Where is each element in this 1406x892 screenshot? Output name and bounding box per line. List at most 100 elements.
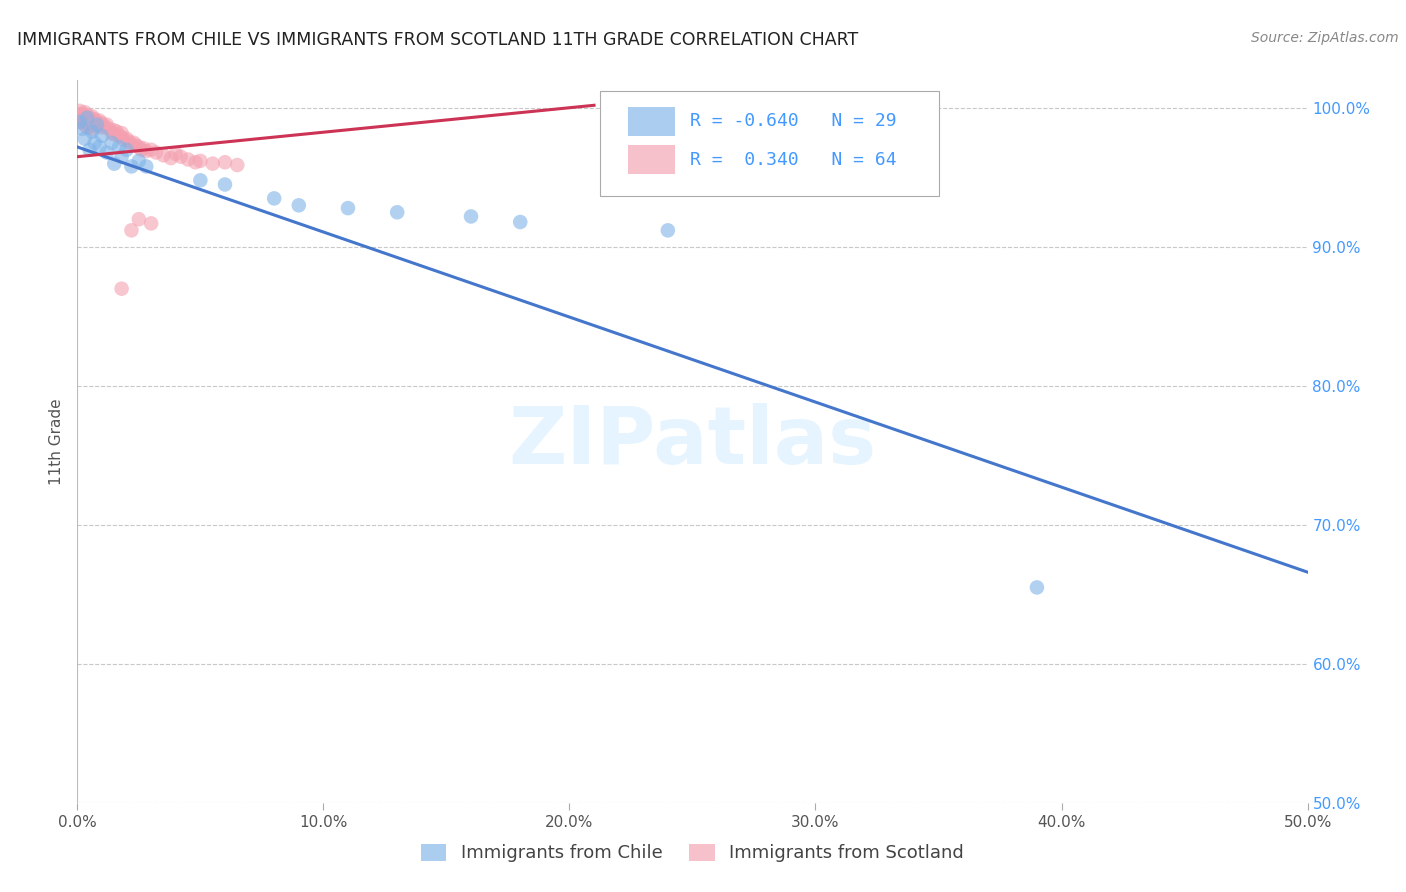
Point [76,111,98,125]
Point [112,133,135,147]
Point [90,116,114,130]
Point [122,136,145,150]
Legend: Immigrants from Chile, Immigrants from Scotland: Immigrants from Chile, Immigrants from S… [413,837,972,870]
Point [263,191,285,205]
Point [93,119,115,133]
Point [111,282,132,296]
Text: R = -0.640   N = 29: R = -0.640 N = 29 [690,112,897,130]
Point [70,122,93,136]
Point [83,112,105,127]
Point [96,145,118,160]
Point [337,201,360,215]
Point [160,151,183,165]
Point [132,141,155,155]
Point [70,111,93,125]
Point [111,130,132,145]
Point [135,144,157,158]
Point [177,153,200,167]
Point [509,215,531,229]
Point [121,160,143,174]
Point [90,128,114,143]
Point [73,110,96,124]
Text: ZIPatlas: ZIPatlas [509,402,876,481]
Point [226,158,249,172]
Point [79,111,101,125]
Point [128,212,150,227]
Point [141,143,163,157]
Point [76,108,98,122]
Point [830,111,852,125]
Point [115,143,138,157]
Point [82,125,104,139]
Point [460,210,482,224]
Point [70,106,93,120]
Point [82,113,104,128]
Point [76,116,98,130]
FancyBboxPatch shape [628,145,675,174]
Point [101,136,124,150]
Point [214,178,236,192]
Point [288,198,311,212]
Point [184,155,207,169]
Point [89,113,111,128]
Point [86,118,108,132]
Point [152,148,174,162]
Point [69,108,91,122]
Point [96,118,118,132]
Point [111,126,132,140]
Point [108,128,131,143]
Point [141,216,163,230]
Point [76,112,98,127]
Point [69,103,91,118]
Point [108,140,131,154]
Point [111,150,132,164]
Point [214,155,236,169]
Point [73,105,96,120]
FancyBboxPatch shape [628,107,675,136]
Point [105,125,128,139]
Point [103,123,125,137]
Point [121,223,143,237]
Point [1026,581,1049,595]
Point [83,136,105,150]
Point [135,160,157,174]
Point [73,113,96,128]
Point [103,156,125,170]
Text: R =  0.340   N = 64: R = 0.340 N = 64 [690,151,897,169]
FancyBboxPatch shape [600,91,939,196]
Point [73,131,96,145]
Point [129,143,153,157]
Point [79,143,101,157]
Text: IMMIGRANTS FROM CHILE VS IMMIGRANTS FROM SCOTLAND 11TH GRADE CORRELATION CHART: IMMIGRANTS FROM CHILE VS IMMIGRANTS FROM… [17,31,858,49]
Point [73,118,96,132]
Point [128,140,150,154]
Point [89,118,111,132]
Point [90,120,114,135]
Point [118,135,141,149]
Point [69,115,91,129]
Point [98,122,121,136]
Point [145,145,167,160]
Point [121,137,143,152]
Point [201,156,224,170]
Point [170,150,193,164]
Point [86,119,108,133]
Point [101,126,124,140]
Point [70,115,93,129]
Point [82,118,104,132]
Text: Source: ZipAtlas.com: Source: ZipAtlas.com [1251,31,1399,45]
Point [79,119,101,133]
Point [657,223,679,237]
Point [76,120,98,135]
Point [103,128,125,142]
Point [128,153,150,168]
Point [82,122,104,136]
Point [115,131,138,145]
Point [89,140,111,154]
Point [188,173,212,187]
Point [86,115,108,129]
Point [79,115,101,129]
Point [83,116,105,130]
Point [165,147,187,161]
Point [188,153,212,168]
